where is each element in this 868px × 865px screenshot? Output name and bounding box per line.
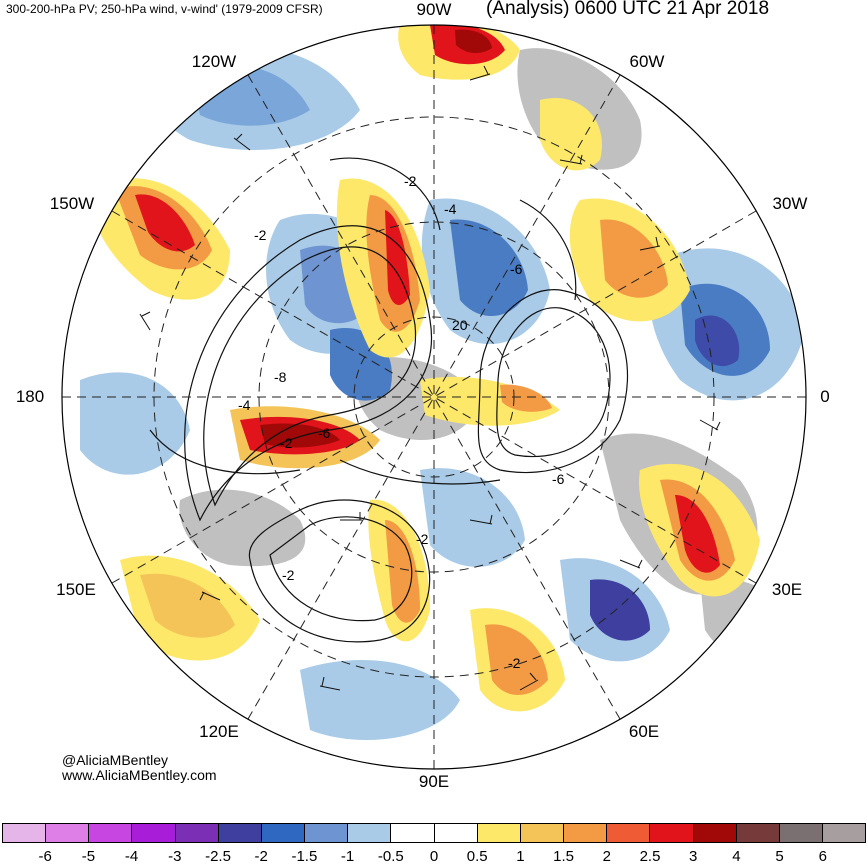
map-border [61,24,807,770]
colorbar-swatch [89,824,133,842]
lon-label-0: 0 [820,387,830,406]
contour-label: -2 [508,655,521,671]
contour-label: -8 [274,369,287,385]
colorbar-tick-label: 6 [818,848,827,865]
colorbar-tick-label: -1.5 [291,848,318,865]
map-title-left: 300-200-hPa PV; 250-hPa wind, v-wind' (1… [6,2,323,16]
colorbar-tick-label: 1 [516,848,525,865]
colorbar-tick-label: -1 [340,848,355,865]
contour-label: -2 [280,435,293,451]
colorbar-tick-label: -6 [38,848,52,865]
contour-label: -2 [416,531,429,547]
contour-label: -4 [444,201,457,217]
contour-label: -2 [254,227,267,243]
colorbar-tick-label: 4 [732,848,741,865]
colorbar-swatch [305,824,349,842]
colorbar-tick-label: 5 [775,848,784,865]
colorbar-swatch [132,824,176,842]
graticule [62,25,806,769]
colorbar-tick-label: -3 [168,848,182,865]
colorbar-swatch [175,824,219,842]
colorbar-swatch [736,824,780,842]
lon-label-30w: 30W [772,194,808,213]
colorbar [2,823,866,843]
colorbar-tick-label: 2.5 [639,848,661,865]
colorbar-swatch [564,824,608,842]
contour-labels: -2 -4 -6 -8 -2 -6 -2 -6 -2 -2 -4 20 -2 [238,173,565,671]
colorbar-swatch [3,824,47,842]
contour-label: -6 [552,471,565,487]
credit-website: www.AliciaMBentley.com [62,767,217,783]
lon-label-150e: 150E [56,580,96,599]
colorbar-swatch [218,824,262,842]
colorbar-swatch [391,824,435,842]
colorbar-tick-label: -2.5 [205,848,231,865]
lon-label-60w: 60W [629,52,665,71]
colorbar-swatch [779,824,823,842]
credit-twitter: @AliciaMBentley [62,752,169,768]
colorbar-swatch [607,824,651,842]
colorbar-tick-label: 1.5 [553,848,575,865]
colorbar-tick-label: -5 [81,848,96,865]
colorbar-tick-label: 0 [429,848,439,865]
contour-label: -2 [282,567,295,583]
colorbar-tick-label: -4 [124,848,139,865]
pv-contours [149,157,628,643]
contour-label: -6 [510,261,523,277]
map-title-right: (Analysis) 0600 UTC 21 Apr 2018 [486,0,770,19]
contour-label: -2 [404,173,417,189]
wind-barbs [139,65,721,691]
colorbar-tick-label: 2 [602,848,611,865]
colorbar-swatch [348,824,392,842]
lon-label-120e: 120E [199,722,239,741]
colorbar-tick-label: -0.5 [377,848,404,865]
colorbar-swatch [261,824,306,842]
lon-label-120w: 120W [191,52,237,71]
lon-label-90e: 90E [418,772,450,791]
colorbar-tick-label: -2 [254,848,268,865]
lon-label-30e: 30E [771,580,803,599]
colorbar-tick-label: 0.5 [466,848,488,865]
lon-label-150w: 150W [49,194,95,213]
lon-label-90w: 90W [416,0,452,19]
positive-anomaly-fills [92,25,760,712]
colorbar-swatch [693,824,737,842]
lon-label-60e: 60E [628,722,660,741]
colorbar-swatch [434,824,478,842]
colorbar-swatch [46,824,90,842]
colorbar-swatch [822,824,866,842]
colorbar-swatch [650,824,694,842]
colorbar-tick-label: 3 [689,848,698,865]
contour-label: -4 [238,397,251,413]
contour-label: 20 [452,317,468,333]
contour-label: -6 [318,425,331,441]
colorbar-swatch [477,824,521,842]
colorbar-swatch [520,824,565,842]
lon-label-180: 180 [15,387,45,406]
